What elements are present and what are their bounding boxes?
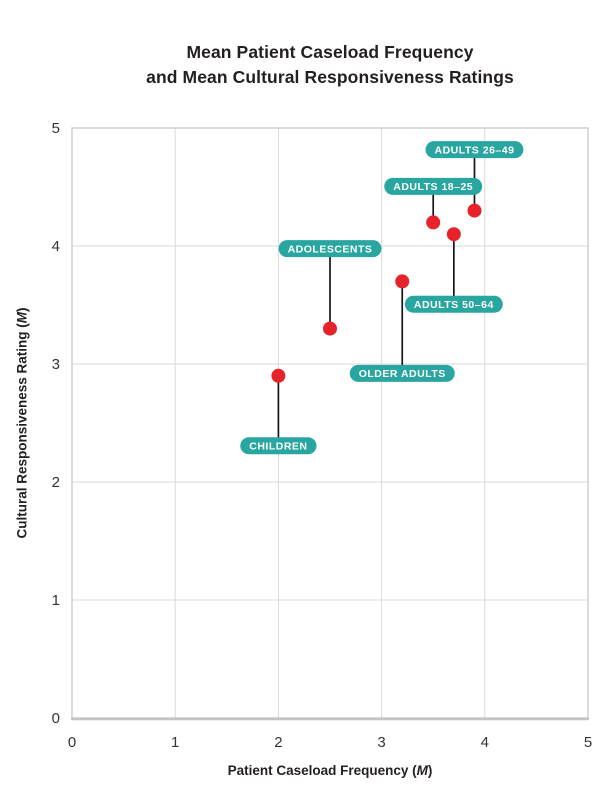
data-point-label-pill	[349, 364, 455, 382]
y-tick-label: 3	[52, 356, 60, 373]
x-tick-label: 2	[274, 734, 282, 751]
data-point-label: ADULTS 26–49	[435, 144, 515, 156]
plot-area-border	[71, 127, 589, 719]
data-point-label: ADOLESCENTS	[288, 243, 373, 255]
data-point	[395, 274, 410, 289]
x-tick-label: 1	[171, 734, 179, 751]
data-point-label-pill	[278, 240, 382, 258]
data-point-label-pill	[404, 295, 503, 313]
x-tick-label: 3	[377, 734, 385, 751]
data-point	[446, 227, 461, 242]
y-tick-label: 4	[52, 238, 60, 255]
data-point	[426, 215, 441, 230]
data-point-label-pill	[240, 437, 317, 455]
y-tick-label: 0	[52, 710, 60, 727]
data-point-label: CHILDREN	[249, 441, 307, 453]
y-tick-label: 1	[52, 592, 60, 609]
data-point-label: ADULTS 18–25	[393, 181, 473, 193]
data-point-label-pill	[425, 141, 524, 159]
x-tick-label: 0	[68, 734, 76, 751]
data-point	[467, 203, 482, 218]
data-point-label: ADULTS 50–64	[414, 299, 494, 311]
chart-title-line2: and Mean Cultural Responsiveness Ratings	[146, 67, 514, 87]
x-axis-title: Patient Caseload Frequency (M)	[72, 763, 588, 778]
x-axis-title-m: M	[416, 763, 428, 778]
chart-title: Mean Patient Caseload Frequency and Mean…	[72, 40, 588, 90]
x-axis-title-close: )	[427, 763, 433, 778]
data-point	[271, 368, 286, 383]
y-tick-label: 2	[52, 474, 60, 491]
x-tick-label: 5	[584, 734, 592, 751]
x-tick-label: 4	[481, 734, 489, 751]
data-point-label-pill	[384, 177, 483, 195]
x-axis-title-text: Patient Caseload Frequency (	[227, 763, 417, 778]
chart-title-line1: Mean Patient Caseload Frequency	[186, 42, 474, 62]
y-tick-label: 5	[52, 120, 60, 137]
data-point-label: OLDER ADULTS	[359, 368, 446, 380]
data-point	[323, 321, 337, 336]
